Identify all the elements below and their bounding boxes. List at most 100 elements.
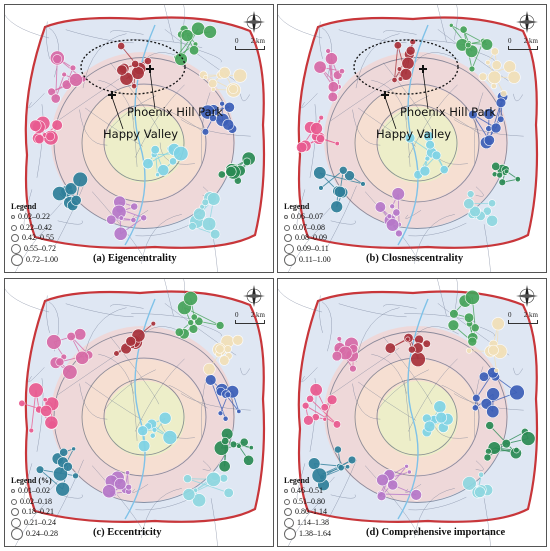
station-node (69, 64, 77, 72)
place-label-phoenix-hill-park: Phoenix Hill Park (400, 105, 497, 119)
map-canvas (5, 279, 266, 546)
station-nodes (18, 291, 255, 508)
station-node (131, 66, 145, 80)
legend-title: Legend (11, 201, 37, 211)
station-node (468, 109, 478, 120)
station-node (493, 367, 500, 373)
station-node (72, 472, 79, 480)
station-node (209, 114, 217, 122)
legend-item: 0.72–1.00 (11, 254, 58, 266)
station-node (125, 483, 132, 491)
station-node (404, 132, 416, 144)
station-node (191, 21, 206, 36)
station-node (498, 178, 507, 186)
station-node (225, 166, 237, 178)
inner-ring-zone (105, 107, 185, 183)
highlight-ellipse (353, 39, 459, 95)
station-node (62, 461, 73, 472)
station-node (193, 207, 206, 221)
station-node (509, 384, 525, 401)
station-node (462, 476, 477, 491)
panel-caption: (c) Eccentricity (93, 527, 162, 538)
north-arrow-icon (516, 285, 538, 307)
station-node (488, 344, 499, 356)
station-node (325, 52, 338, 66)
station-node (239, 437, 249, 447)
station-node (385, 218, 400, 232)
station-node (467, 336, 478, 347)
legend-item: 0.07–0.08 (284, 223, 331, 234)
north-arrow-icon (516, 11, 538, 33)
station-node (183, 291, 198, 306)
station-node (520, 431, 536, 446)
station-node (173, 145, 189, 162)
station-node (209, 229, 221, 240)
station-node (463, 312, 475, 323)
legend-item: 0.11–1.00 (284, 254, 331, 266)
station-node (242, 157, 252, 166)
station-node (162, 430, 178, 445)
legend-label: 0.51–0.80 (293, 496, 325, 506)
station-node (500, 90, 508, 98)
station-node (201, 128, 210, 136)
scale-label: 2 km (523, 311, 538, 319)
legend: Legend 0.46–0.51 0.51–0.80 0.80–1.14 1.14–1.… (284, 475, 331, 540)
legend-item: 0.51–0.80 (284, 497, 331, 508)
legend: Legend (%) 0.01–0.02 0.02–0.18 0.18–0.21 0.2… (11, 476, 58, 540)
legend-item: 0.08–0.09 (284, 233, 331, 244)
ring-road (326, 331, 508, 503)
station-node (52, 186, 68, 201)
station-node (217, 410, 224, 417)
station-node (496, 171, 503, 179)
legend-item: 0.01–0.02 (11, 486, 58, 497)
station-node (334, 185, 346, 198)
station-node (483, 134, 495, 146)
panel-caption: (a) Eigencentrality (93, 253, 177, 264)
station-node (218, 66, 231, 79)
inner-ring-zone (378, 381, 458, 457)
legend-circle-icon (284, 243, 294, 254)
station-node (118, 215, 125, 221)
station-node (322, 416, 328, 422)
station-node (224, 391, 232, 398)
station-node (435, 411, 448, 424)
legend-label: 0.08–0.09 (295, 233, 327, 242)
station-node (332, 420, 342, 429)
legend-item: 0.22–0.42 (11, 223, 58, 234)
station-node (310, 122, 323, 135)
station-node (307, 457, 321, 470)
station-node (485, 59, 491, 66)
station-node (419, 165, 431, 177)
inner-ring-zone (378, 107, 458, 183)
station-node (66, 331, 76, 342)
legend-circle-icon (11, 224, 17, 231)
station-node (218, 460, 231, 473)
legend-title: Legend (284, 475, 310, 485)
scale-bar: 0 2 km (235, 311, 265, 324)
station-node (150, 320, 157, 327)
station-node (157, 164, 170, 177)
station-node (306, 394, 315, 403)
legend-label: 0.07–0.08 (293, 222, 325, 232)
station-node (425, 140, 435, 150)
legend-circle-icon (284, 508, 292, 517)
leader-line (384, 96, 397, 130)
station-node (387, 479, 399, 491)
legend-circle-icon (284, 528, 296, 540)
station-node (188, 222, 197, 231)
station-node (69, 72, 83, 87)
legend-item: 1.38–1.64 (284, 528, 331, 540)
station-node (150, 145, 160, 155)
scale-label: 0 (508, 37, 512, 45)
station-node (491, 60, 502, 71)
station-node (52, 54, 63, 64)
legend-label: 0.09–0.11 (297, 243, 329, 253)
station-node (405, 45, 416, 56)
station-node (501, 438, 511, 449)
station-node (486, 214, 499, 227)
legend-label: 1.38–1.64 (299, 528, 331, 538)
place-label-phoenix-hill-park: Phoenix Hill Park (127, 105, 224, 119)
station-node (422, 339, 431, 348)
station-node (130, 217, 137, 224)
